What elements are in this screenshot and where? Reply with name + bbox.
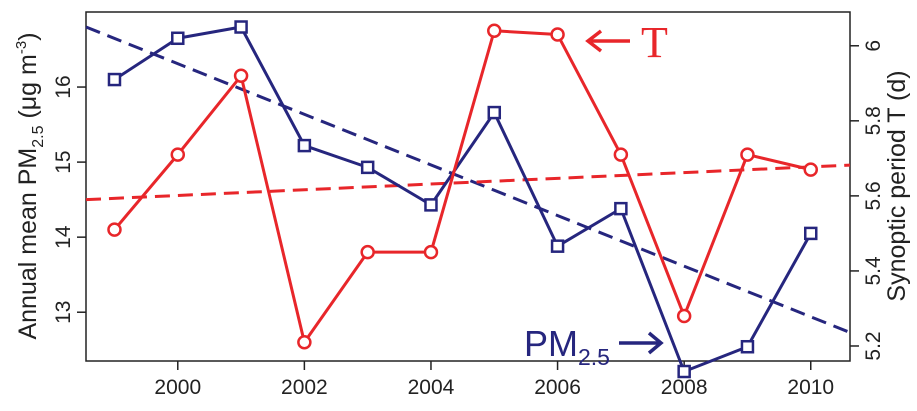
series-line-1 xyxy=(113,25,813,374)
series-1-point xyxy=(424,198,438,212)
x-tick-label: 2008 xyxy=(661,376,708,399)
y-left-tick-label: 14 xyxy=(52,225,75,249)
series-1-point xyxy=(614,201,628,216)
series-lines xyxy=(113,25,813,374)
series-line-2 xyxy=(113,29,812,344)
pm-annotation: PM2.5 xyxy=(524,323,664,370)
x-tick-label: 2004 xyxy=(408,376,455,399)
series-2-point xyxy=(740,147,755,162)
pm-annotation-arrowhead xyxy=(647,331,664,355)
series-1-point xyxy=(107,72,122,87)
y-right-tick-label: 5.6 xyxy=(862,181,885,210)
series-2-point xyxy=(107,222,122,237)
series-1-point xyxy=(804,226,818,241)
series-2-point xyxy=(487,23,502,39)
series-2-point xyxy=(360,244,375,260)
series-1-point xyxy=(550,239,565,253)
x-tick-label: 2002 xyxy=(281,376,328,399)
y-right-tick-label: 5.8 xyxy=(862,106,885,135)
x-tick-label: 2006 xyxy=(534,376,581,399)
trend-line-1 xyxy=(85,25,851,334)
series-1-point xyxy=(487,105,502,120)
pm-annotation-label: PM2.5 xyxy=(524,323,610,370)
series-1-point xyxy=(360,160,375,175)
y-right-tick-label: 6 xyxy=(862,40,885,52)
series-1-point xyxy=(740,339,755,354)
series-2-point xyxy=(803,162,819,177)
y-axis-right: 5.2 5.4 5.6 5.8 6 xyxy=(850,40,885,361)
trend-line-2 xyxy=(85,163,851,202)
y-right-tick-label: 5.2 xyxy=(862,331,885,360)
y-left-tick-label: 15 xyxy=(52,150,75,173)
series-2-point xyxy=(233,68,249,84)
series-2-point xyxy=(550,27,565,42)
y-left-tick-label: 16 xyxy=(52,75,75,98)
series-1-point xyxy=(297,138,312,153)
series-2-point xyxy=(423,244,439,260)
series-1-point xyxy=(234,20,248,34)
t-annotation-arrowhead xyxy=(585,29,603,53)
t-annotation-label: T xyxy=(641,18,668,67)
y-axis-right-title: Synoptic period T (d) xyxy=(883,70,911,301)
y-axis-left-title: Annual mean PM2.5 (μg m-3) xyxy=(13,32,47,339)
x-tick-label: 2000 xyxy=(154,376,201,399)
trend-lines xyxy=(85,25,851,334)
y-left-tick-label: 13 xyxy=(52,301,75,324)
series-2-point xyxy=(170,147,186,162)
y-axis-left: 13 14 15 16 xyxy=(52,75,86,324)
series-2-point xyxy=(297,334,312,350)
y-right-tick-label: 5.4 xyxy=(862,256,885,286)
x-axis: 2000 2002 2004 2006 2008 2010 xyxy=(154,361,834,399)
series-markers xyxy=(107,20,819,379)
series-2-point xyxy=(676,308,692,324)
series-1-point xyxy=(677,364,691,379)
series-2-point xyxy=(613,147,629,162)
x-tick-label: 2010 xyxy=(787,376,834,399)
plot-frame xyxy=(85,11,851,362)
series-1-point xyxy=(171,31,185,46)
t-annotation: T xyxy=(585,18,668,67)
